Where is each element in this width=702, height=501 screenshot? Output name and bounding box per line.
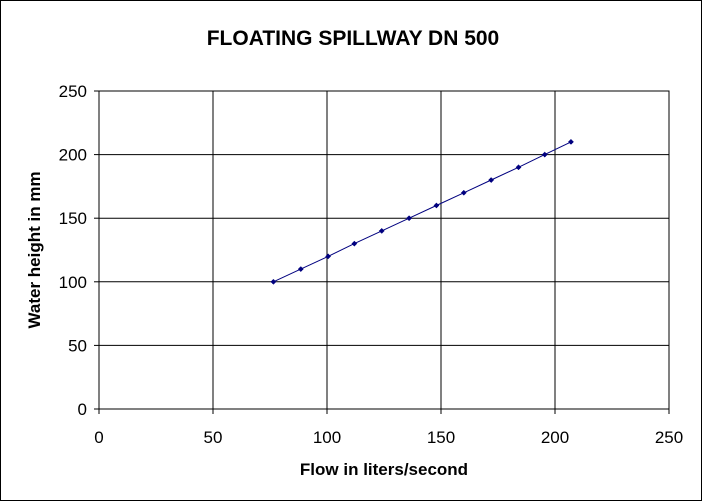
grid-lines [94, 90, 670, 414]
y-tick-label: 50 [68, 336, 87, 355]
data-point [541, 151, 548, 158]
y-tick-label: 0 [78, 400, 87, 419]
y-axis-label: Water height in mm [25, 171, 44, 328]
data-point [378, 227, 385, 234]
data-point [488, 177, 495, 183]
x-tick-label: 50 [204, 428, 223, 447]
y-tick-label: 250 [59, 82, 87, 101]
x-tick-label: 150 [427, 428, 455, 447]
data-point [325, 253, 332, 260]
data-point [460, 189, 467, 196]
data-point [270, 278, 277, 285]
plot-area [98, 90, 670, 410]
chart-title: FLOATING SPILLWAY DN 500 [207, 27, 500, 50]
series-line [273, 141, 572, 283]
data-series [270, 138, 574, 285]
y-tick-label: 200 [59, 146, 87, 165]
x-tick-label: 0 [94, 428, 103, 447]
y-tick-label: 150 [59, 209, 87, 228]
y-tick-labels: 0 50 100 150 200 250 [59, 82, 87, 419]
y-tick-label: 100 [59, 273, 87, 292]
data-point [406, 215, 413, 222]
data-point [297, 266, 304, 273]
data-point [515, 164, 522, 171]
data-point [568, 138, 574, 145]
x-tick-label: 200 [541, 428, 569, 447]
data-point [351, 240, 358, 247]
x-tick-label: 100 [313, 428, 341, 447]
data-point [433, 202, 440, 209]
x-axis-label: Flow in liters/second [300, 460, 468, 479]
x-tick-labels: 0 50 100 150 200 250 [94, 428, 683, 447]
x-tick-label: 250 [655, 428, 683, 447]
